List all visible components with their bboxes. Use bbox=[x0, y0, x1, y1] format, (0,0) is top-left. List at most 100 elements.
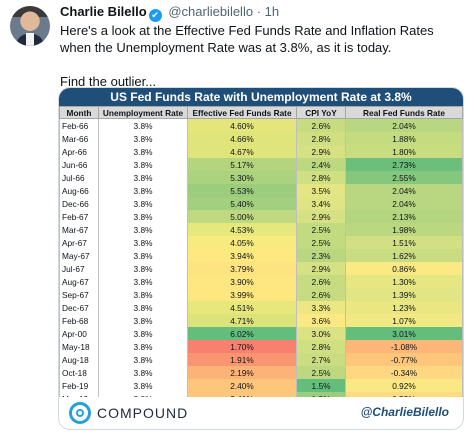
table-cell: 5.00% bbox=[187, 210, 297, 223]
table-cell: 3.8% bbox=[98, 366, 188, 379]
tweet-timestamp[interactable]: 1h bbox=[264, 4, 280, 19]
table-cell: 3.8% bbox=[98, 301, 188, 314]
column-header: Unemployment Rate bbox=[98, 106, 188, 119]
table-cell: Feb-68 bbox=[59, 314, 99, 327]
avatar-shirt bbox=[26, 33, 34, 46]
table-cell: 3.8% bbox=[98, 249, 188, 262]
table-cell: 2.5% bbox=[296, 366, 346, 379]
table-cell: 1.88% bbox=[345, 132, 463, 145]
table-row: Mar-66 3.8% 4.66% 2.8% 1.88% bbox=[59, 132, 463, 145]
table-cell: 4.05% bbox=[187, 236, 297, 249]
table-cell: 1.07% bbox=[345, 314, 463, 327]
table-cell: 1.39% bbox=[345, 288, 463, 301]
table-row: Jul-66 3.8% 5.30% 2.8% 2.55% bbox=[59, 171, 463, 184]
table-title: US Fed Funds Rate with Unemployment Rate… bbox=[59, 88, 463, 106]
table-row: Feb-19 3.8% 2.40% 1.5% 0.92% bbox=[59, 379, 463, 392]
table-cell: 3.8% bbox=[98, 314, 188, 327]
table-cell: 3.01% bbox=[345, 327, 463, 340]
table-cell: 3.3% bbox=[296, 301, 346, 314]
table-cell: 4.67% bbox=[187, 145, 297, 158]
table-row: May-18 3.8% 1.70% 2.8% -1.08% bbox=[59, 340, 463, 353]
column-header: CPI YoY bbox=[296, 106, 346, 119]
credit-handle: @CharlieBilello bbox=[360, 405, 449, 419]
table-cell: 2.3% bbox=[296, 249, 346, 262]
table-cell: 2.04% bbox=[345, 184, 463, 197]
table-cell: 5.17% bbox=[187, 158, 297, 171]
table-row: Oct-18 3.8% 2.19% 2.5% -0.34% bbox=[59, 366, 463, 379]
verified-badge-icon: ✔ bbox=[148, 9, 162, 22]
table-cell: 2.73% bbox=[345, 158, 463, 171]
table-cell: 3.5% bbox=[296, 184, 346, 197]
table-cell: Apr-66 bbox=[59, 145, 99, 158]
table-cell: Sep-67 bbox=[59, 288, 99, 301]
table-cell: Dec-67 bbox=[59, 301, 99, 314]
tweet-text: Here's a look at the Effective Fed Funds… bbox=[60, 22, 464, 90]
table-cell: 4.66% bbox=[187, 132, 297, 145]
table-cell: 2.55% bbox=[345, 171, 463, 184]
table-cell: 3.0% bbox=[296, 327, 346, 340]
table-cell: 3.8% bbox=[98, 132, 188, 145]
table-cell: 2.40% bbox=[187, 379, 297, 392]
table-cell: 3.8% bbox=[98, 171, 188, 184]
image-footer: COMPOUND @CharlieBilello bbox=[59, 397, 463, 429]
table-cell: 2.6% bbox=[296, 118, 346, 132]
table-cell: 3.94% bbox=[187, 249, 297, 262]
table-cell: 5.40% bbox=[187, 197, 297, 210]
tweet-image-card[interactable]: US Fed Funds Rate with Unemployment Rate… bbox=[58, 87, 464, 430]
table-cell: -1.08% bbox=[345, 340, 463, 353]
table-cell: 5.53% bbox=[187, 184, 297, 197]
table-cell: 3.8% bbox=[98, 327, 188, 340]
table-cell: Jul-66 bbox=[59, 171, 99, 184]
column-header: Effective Fed Funds Rate bbox=[187, 106, 297, 119]
table-cell: 2.5% bbox=[296, 223, 346, 236]
table-cell: 3.8% bbox=[98, 236, 188, 249]
table-cell: May-67 bbox=[59, 249, 99, 262]
table-cell: 2.9% bbox=[296, 145, 346, 158]
table-cell: Mar-66 bbox=[59, 132, 99, 145]
table-cell: 2.6% bbox=[296, 275, 346, 288]
table-cell: 3.8% bbox=[98, 145, 188, 158]
table-cell: Feb-19 bbox=[59, 379, 99, 392]
table-cell: 2.8% bbox=[296, 132, 346, 145]
table-cell: 3.8% bbox=[98, 184, 188, 197]
table-row: Feb-66 3.8% 4.60% 2.6% 2.04% bbox=[59, 118, 463, 132]
table-cell: 2.9% bbox=[296, 210, 346, 223]
table-cell: 3.8% bbox=[98, 262, 188, 275]
table-cell: 1.98% bbox=[345, 223, 463, 236]
table-cell: 3.8% bbox=[98, 210, 188, 223]
table-row: Apr-66 3.8% 4.67% 2.9% 1.80% bbox=[59, 145, 463, 158]
table-cell: -0.77% bbox=[345, 353, 463, 366]
fed-funds-table: Month Unemployment Rate Effective Fed Fund… bbox=[59, 106, 463, 420]
table-cell: 3.99% bbox=[187, 288, 297, 301]
author-avatar[interactable] bbox=[10, 6, 50, 46]
table-cell: 3.6% bbox=[296, 314, 346, 327]
table-cell: 2.8% bbox=[296, 171, 346, 184]
table-cell: 1.23% bbox=[345, 301, 463, 314]
table-cell: 2.4% bbox=[296, 158, 346, 171]
table-row: Aug-18 3.8% 1.91% 2.7% -0.77% bbox=[59, 353, 463, 366]
table-cell: Aug-66 bbox=[59, 184, 99, 197]
table-cell: 3.4% bbox=[296, 197, 346, 210]
table-cell: Apr-00 bbox=[59, 327, 99, 340]
author-handle[interactable]: @charliebilello bbox=[168, 4, 254, 19]
table-row: Jun-66 3.8% 5.17% 2.4% 2.73% bbox=[59, 158, 463, 171]
table-row: Jul-67 3.8% 3.79% 2.9% 0.86% bbox=[59, 262, 463, 275]
table-cell: 5.30% bbox=[187, 171, 297, 184]
table-cell: 1.91% bbox=[187, 353, 297, 366]
table-cell: 4.53% bbox=[187, 223, 297, 236]
table-cell: 3.8% bbox=[98, 353, 188, 366]
table-cell: 1.5% bbox=[296, 379, 346, 392]
table-row: Dec-66 3.8% 5.40% 3.4% 2.04% bbox=[59, 197, 463, 210]
author-name[interactable]: Charlie Bilello bbox=[60, 4, 147, 19]
table-cell: 4.60% bbox=[187, 118, 297, 132]
table-row: May-67 3.8% 3.94% 2.3% 1.62% bbox=[59, 249, 463, 262]
table-body: Feb-66 3.8% 4.60% 2.6% 2.04% Mar-66 3.8% 4.66% 2… bbox=[59, 118, 463, 420]
table-row: Feb-67 3.8% 5.00% 2.9% 2.13% bbox=[59, 210, 463, 223]
table-cell: Aug-67 bbox=[59, 275, 99, 288]
table-cell: 3.8% bbox=[98, 223, 188, 236]
table-cell: May-18 bbox=[59, 340, 99, 353]
table-cell: 3.90% bbox=[187, 275, 297, 288]
table-row: Apr-00 3.8% 6.02% 3.0% 3.01% bbox=[59, 327, 463, 340]
table-cell: 3.8% bbox=[98, 275, 188, 288]
table-cell: 2.19% bbox=[187, 366, 297, 379]
